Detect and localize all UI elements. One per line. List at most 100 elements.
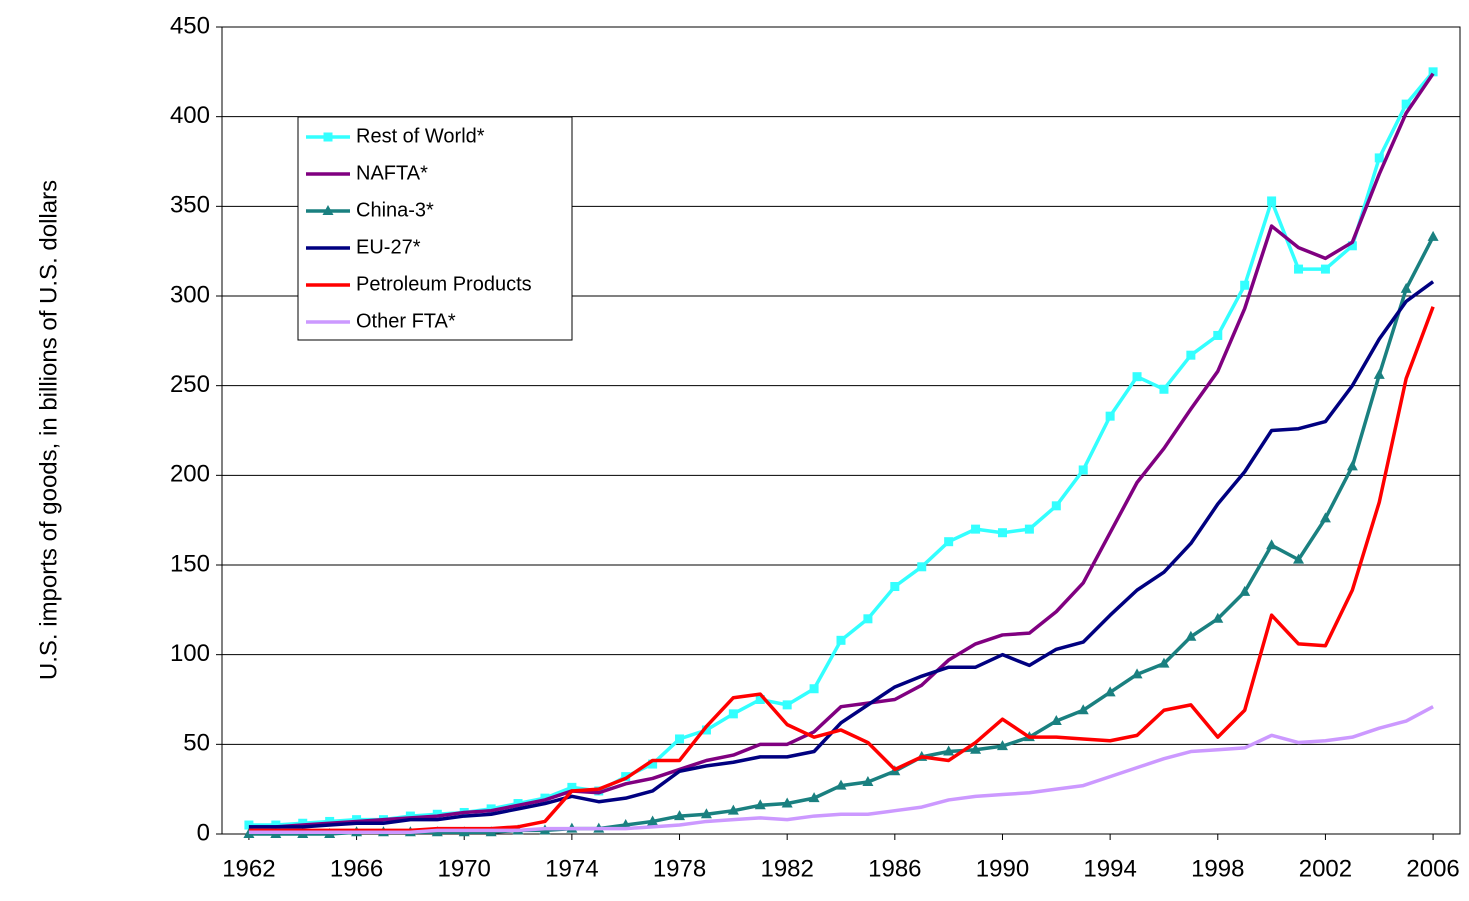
x-tick-label: 1970 bbox=[438, 855, 491, 882]
marker bbox=[1185, 630, 1197, 641]
marker bbox=[244, 820, 254, 830]
marker bbox=[352, 815, 362, 825]
marker bbox=[1319, 512, 1331, 523]
marker bbox=[1428, 67, 1438, 77]
marker bbox=[996, 740, 1008, 751]
marker bbox=[1294, 264, 1304, 274]
marker bbox=[298, 818, 308, 828]
x-tick-label: 2006 bbox=[1406, 855, 1459, 882]
marker bbox=[1293, 553, 1305, 564]
y-tick-label: 0 bbox=[197, 819, 210, 846]
legend-label: China-3* bbox=[356, 199, 434, 221]
marker bbox=[325, 816, 335, 826]
marker bbox=[862, 775, 874, 786]
x-tick-label: 1966 bbox=[330, 855, 383, 882]
x-tick-label: 1990 bbox=[976, 855, 1029, 882]
marker bbox=[432, 809, 442, 819]
marker bbox=[1158, 657, 1170, 668]
marker bbox=[1239, 585, 1251, 596]
marker bbox=[917, 562, 927, 572]
marker bbox=[1104, 686, 1116, 697]
marker bbox=[1050, 715, 1062, 726]
marker bbox=[486, 804, 496, 814]
x-tick-label: 1986 bbox=[868, 855, 921, 882]
legend-box bbox=[297, 116, 573, 341]
marker bbox=[970, 743, 982, 754]
marker bbox=[1212, 612, 1224, 623]
marker bbox=[1132, 372, 1142, 382]
y-tick-label: 450 bbox=[170, 12, 210, 39]
marker bbox=[808, 792, 820, 803]
marker bbox=[997, 528, 1007, 538]
series-line bbox=[248, 705, 1434, 834]
legend-label: Petroleum Products bbox=[356, 273, 532, 295]
marker bbox=[674, 810, 686, 821]
marker bbox=[835, 779, 847, 790]
marker bbox=[701, 725, 711, 735]
x-tick-label: 1978 bbox=[653, 855, 706, 882]
x-tick-label: 1974 bbox=[545, 855, 598, 882]
marker bbox=[809, 684, 819, 694]
x-tick-label: 1998 bbox=[1191, 855, 1244, 882]
y-tick-label: 250 bbox=[170, 371, 210, 398]
x-tick-label: 1982 bbox=[760, 855, 813, 882]
plot-frame bbox=[221, 26, 1461, 835]
marker bbox=[675, 734, 685, 744]
marker bbox=[944, 537, 954, 547]
marker bbox=[1078, 465, 1088, 475]
marker bbox=[405, 811, 415, 821]
y-tick-label: 50 bbox=[183, 730, 210, 757]
marker bbox=[1105, 411, 1115, 421]
x-tick-label: 1994 bbox=[1083, 855, 1136, 882]
marker bbox=[1077, 704, 1089, 715]
marker bbox=[648, 759, 658, 769]
marker bbox=[1266, 539, 1278, 550]
marker bbox=[836, 635, 846, 645]
marker bbox=[890, 582, 900, 592]
y-tick-label: 300 bbox=[170, 281, 210, 308]
series-line bbox=[248, 306, 1435, 833]
series-line bbox=[248, 72, 1435, 829]
marker bbox=[1159, 384, 1169, 394]
y-tick-label: 150 bbox=[170, 550, 210, 577]
legend-label: Rest of World* bbox=[356, 125, 485, 147]
x-tick-label: 2002 bbox=[1299, 855, 1352, 882]
marker bbox=[1401, 99, 1411, 109]
y-tick-label: 100 bbox=[170, 640, 210, 667]
marker bbox=[728, 709, 738, 719]
marker bbox=[1400, 282, 1412, 293]
marker bbox=[754, 799, 766, 810]
marker bbox=[755, 695, 765, 704]
x-tick-label: 1962 bbox=[222, 855, 275, 882]
marker bbox=[323, 132, 333, 142]
marker bbox=[513, 799, 523, 809]
marker bbox=[1186, 350, 1196, 360]
marker bbox=[943, 745, 955, 756]
marker bbox=[1320, 264, 1330, 274]
marker bbox=[1051, 501, 1061, 511]
marker bbox=[647, 815, 659, 826]
marker bbox=[782, 700, 792, 710]
marker bbox=[700, 808, 712, 819]
series-line bbox=[248, 280, 1435, 829]
marker bbox=[971, 524, 981, 534]
marker bbox=[567, 782, 577, 792]
legend-label: Other FTA* bbox=[356, 310, 456, 332]
marker bbox=[1346, 460, 1358, 471]
legend-label: EU-27* bbox=[356, 236, 421, 258]
marker bbox=[1131, 668, 1143, 679]
marker bbox=[1347, 241, 1357, 251]
marker bbox=[727, 804, 739, 815]
marker bbox=[271, 820, 281, 830]
marker bbox=[1024, 524, 1034, 534]
marker bbox=[1374, 153, 1384, 163]
marker bbox=[1267, 196, 1277, 206]
marker bbox=[781, 797, 793, 808]
marker bbox=[1373, 368, 1385, 379]
y-tick-label: 200 bbox=[170, 461, 210, 488]
marker bbox=[322, 205, 334, 215]
marker bbox=[1240, 280, 1250, 290]
y-tick-label: 400 bbox=[170, 102, 210, 129]
marker bbox=[1213, 330, 1223, 340]
